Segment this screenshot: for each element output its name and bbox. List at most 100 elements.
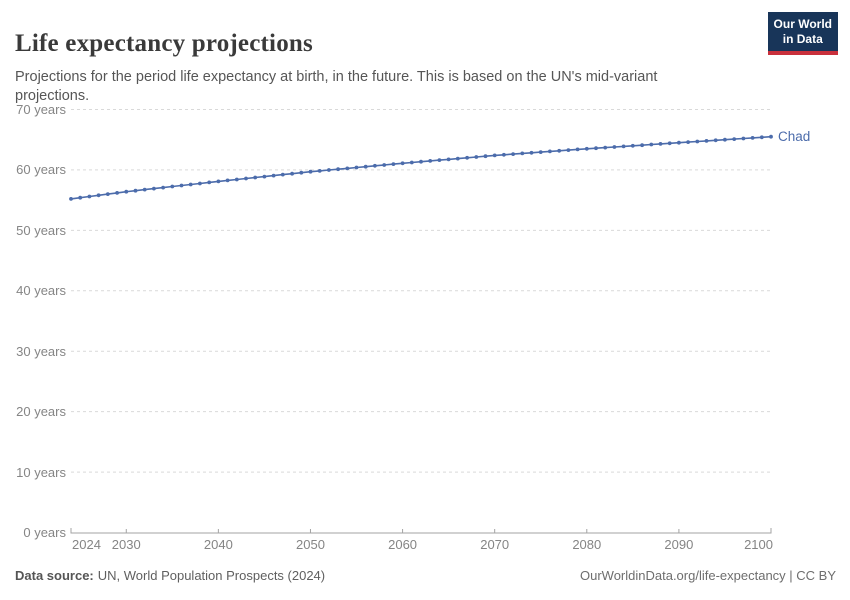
data-point[interactable]: [207, 180, 212, 185]
data-point[interactable]: [465, 155, 469, 160]
data-source-note: Data source: UN, World Population Prospec…: [15, 568, 325, 583]
y-tick-label: 20 years: [16, 404, 66, 420]
data-point[interactable]: [732, 137, 737, 142]
data-point[interactable]: [391, 162, 396, 167]
data-point[interactable]: [704, 139, 709, 143]
data-point[interactable]: [630, 143, 635, 148]
data-point[interactable]: [446, 157, 451, 162]
data-point[interactable]: [640, 143, 644, 148]
x-axis-line: [70, 528, 772, 534]
data-point[interactable]: [354, 165, 359, 170]
data-point[interactable]: [492, 153, 497, 158]
data-point[interactable]: [152, 186, 156, 191]
data-point[interactable]: [400, 161, 405, 166]
data-point[interactable]: [198, 181, 202, 186]
data-point[interactable]: [612, 145, 617, 149]
data-point[interactable]: [327, 168, 331, 172]
data-point[interactable]: [548, 149, 552, 154]
footer: Data source: UN, World Population Prospec…: [0, 568, 850, 592]
y-tick-label: 0 years: [23, 525, 66, 540]
data-point[interactable]: [649, 142, 654, 147]
x-tick-label: 2070: [480, 537, 510, 552]
data-point[interactable]: [115, 191, 119, 195]
data-point[interactable]: [373, 163, 377, 168]
data-point[interactable]: [603, 145, 608, 150]
data-point[interactable]: [769, 134, 773, 139]
data-point[interactable]: [723, 137, 727, 142]
data-point[interactable]: [225, 178, 230, 183]
data-point[interactable]: [345, 166, 350, 171]
data-point[interactable]: [161, 185, 166, 190]
data-point[interactable]: [290, 171, 294, 176]
x-tick-label: 2060: [388, 537, 418, 552]
data-point[interactable]: [511, 152, 515, 157]
series-label-chad[interactable]: Chad: [778, 128, 811, 144]
data-point[interactable]: [87, 194, 92, 199]
data-point[interactable]: [105, 192, 110, 197]
data-point[interactable]: [216, 179, 221, 184]
x-tick-label: 2050: [296, 537, 325, 552]
chart-subtitle: Projections for the period life expectan…: [15, 68, 658, 105]
data-point[interactable]: [419, 159, 423, 164]
license-link[interactable]: OurWorldinData.org/life-expectancy | CC …: [579, 568, 836, 583]
data-source-label: Data source:: [15, 568, 94, 583]
data-point[interactable]: [594, 146, 598, 151]
y-tick-label: 50 years: [16, 222, 66, 238]
data-point[interactable]: [750, 136, 755, 140]
data-point[interactable]: [695, 139, 700, 144]
data-point[interactable]: [133, 188, 138, 193]
y-tick-label: 40 years: [16, 283, 66, 299]
data-point[interactable]: [299, 170, 304, 175]
data-point[interactable]: [557, 148, 562, 153]
data-point[interactable]: [253, 175, 258, 180]
data-point[interactable]: [170, 184, 175, 189]
x-tick-label: 2040: [203, 537, 233, 552]
data-point[interactable]: [538, 150, 543, 155]
owid-logo[interactable]: Our World in Data: [767, 12, 838, 55]
data-point[interactable]: [686, 140, 690, 145]
data-point[interactable]: [667, 141, 672, 146]
data-point[interactable]: [437, 158, 442, 163]
data-point[interactable]: [409, 160, 414, 165]
data-point[interactable]: [188, 182, 193, 187]
data-point[interactable]: [713, 138, 718, 143]
data-point[interactable]: [584, 146, 589, 151]
y-tick-label: 70 years: [16, 102, 66, 117]
data-point[interactable]: [502, 152, 506, 157]
data-point[interactable]: [96, 193, 101, 198]
data-point[interactable]: [179, 183, 184, 188]
data-point[interactable]: [658, 142, 663, 146]
data-point[interactable]: [575, 147, 580, 152]
data-point[interactable]: [759, 135, 764, 140]
x-tick-label: 2080: [572, 537, 602, 552]
data-point[interactable]: [474, 155, 479, 159]
data-point[interactable]: [308, 169, 313, 174]
data-point[interactable]: [677, 140, 681, 145]
data-point[interactable]: [428, 159, 433, 163]
data-point[interactable]: [124, 189, 129, 194]
series-line-chad[interactable]: [69, 134, 773, 201]
data-point[interactable]: [741, 136, 746, 141]
data-point[interactable]: [455, 156, 460, 161]
data-point[interactable]: [529, 150, 534, 155]
data-source-value: UN, World Population Prospects (2024): [97, 568, 326, 583]
data-point[interactable]: [78, 195, 83, 200]
data-point[interactable]: [142, 187, 147, 192]
data-point[interactable]: [520, 151, 525, 156]
data-point[interactable]: [280, 172, 285, 177]
data-point[interactable]: [621, 144, 626, 149]
data-point[interactable]: [234, 177, 239, 182]
data-point[interactable]: [271, 173, 276, 178]
data-point[interactable]: [317, 169, 322, 173]
data-point[interactable]: [336, 167, 340, 172]
owid-logo-line2: in Data: [782, 32, 823, 46]
data-point[interactable]: [69, 197, 73, 201]
x-tick-label: 2090: [664, 537, 694, 552]
data-point[interactable]: [262, 174, 267, 179]
data-point[interactable]: [363, 164, 368, 169]
data-point[interactable]: [483, 154, 488, 159]
data-point[interactable]: [382, 163, 387, 167]
data-point[interactable]: [244, 176, 248, 181]
data-point[interactable]: [566, 148, 571, 153]
owid-logo-line1: Our World: [773, 17, 832, 31]
